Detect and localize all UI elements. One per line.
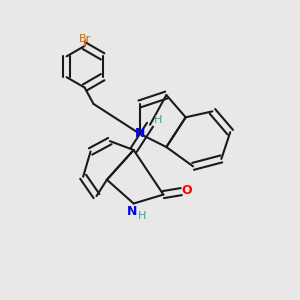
Text: H: H	[138, 211, 146, 221]
Text: Br: Br	[79, 34, 91, 44]
Text: N: N	[127, 205, 137, 218]
Text: H: H	[154, 115, 163, 125]
Text: O: O	[182, 184, 193, 196]
Text: N: N	[134, 127, 145, 140]
